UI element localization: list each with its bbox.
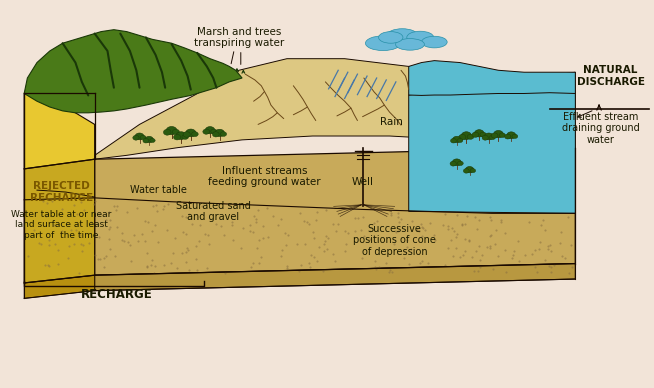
Ellipse shape	[396, 38, 424, 50]
Ellipse shape	[186, 129, 196, 137]
Polygon shape	[24, 30, 242, 113]
Ellipse shape	[215, 129, 224, 137]
Ellipse shape	[166, 126, 177, 135]
Ellipse shape	[461, 132, 472, 140]
Ellipse shape	[192, 132, 198, 137]
Polygon shape	[24, 159, 95, 283]
Ellipse shape	[173, 129, 179, 135]
Text: Rain: Rain	[380, 118, 403, 128]
Polygon shape	[95, 59, 576, 159]
Ellipse shape	[470, 169, 475, 173]
Ellipse shape	[463, 169, 469, 173]
Ellipse shape	[485, 133, 493, 140]
Polygon shape	[95, 147, 576, 275]
Ellipse shape	[176, 132, 186, 140]
Ellipse shape	[133, 135, 139, 140]
Ellipse shape	[472, 132, 479, 137]
Ellipse shape	[489, 135, 495, 140]
Ellipse shape	[494, 130, 503, 138]
Ellipse shape	[145, 136, 153, 143]
Ellipse shape	[507, 132, 516, 139]
Ellipse shape	[466, 166, 473, 173]
Ellipse shape	[379, 32, 403, 43]
Ellipse shape	[453, 136, 461, 143]
Text: Well: Well	[352, 177, 373, 187]
Ellipse shape	[203, 129, 209, 134]
Text: RECHARGE: RECHARGE	[81, 288, 153, 301]
Polygon shape	[24, 275, 95, 298]
Ellipse shape	[182, 134, 188, 139]
Text: Effluent stream
draining ground
water: Effluent stream draining ground water	[562, 112, 640, 145]
Ellipse shape	[211, 129, 217, 134]
Ellipse shape	[457, 139, 463, 142]
Ellipse shape	[512, 134, 518, 139]
Ellipse shape	[451, 139, 456, 143]
Ellipse shape	[164, 129, 171, 135]
Ellipse shape	[482, 135, 489, 140]
Polygon shape	[409, 72, 576, 213]
Ellipse shape	[499, 133, 506, 138]
Ellipse shape	[143, 139, 148, 143]
Ellipse shape	[450, 161, 456, 166]
Text: Water table: Water table	[130, 185, 187, 195]
Ellipse shape	[150, 139, 155, 142]
Text: Influent streams
feeding ground water: Influent streams feeding ground water	[208, 166, 321, 187]
Ellipse shape	[135, 133, 144, 140]
Ellipse shape	[387, 29, 418, 42]
Ellipse shape	[480, 132, 486, 137]
Ellipse shape	[422, 36, 447, 48]
Ellipse shape	[366, 36, 401, 50]
Ellipse shape	[205, 126, 215, 134]
Ellipse shape	[504, 134, 511, 139]
Ellipse shape	[173, 134, 181, 140]
Text: Successive
positions of cone
of depression: Successive positions of cone of depressi…	[353, 224, 436, 257]
Text: Marsh and trees
transpiring water: Marsh and trees transpiring water	[194, 27, 284, 48]
Ellipse shape	[453, 159, 461, 166]
Ellipse shape	[491, 133, 498, 138]
Ellipse shape	[407, 31, 434, 43]
Ellipse shape	[140, 135, 146, 140]
Ellipse shape	[213, 132, 219, 137]
Polygon shape	[409, 61, 576, 95]
Text: Water table at or near
land surface at least
part of  the time: Water table at or near land surface at l…	[11, 210, 112, 240]
Polygon shape	[95, 263, 576, 291]
Ellipse shape	[457, 161, 463, 166]
Text: NATURAL
DISCHARGE: NATURAL DISCHARGE	[577, 65, 645, 87]
Ellipse shape	[183, 132, 190, 137]
Ellipse shape	[458, 134, 466, 140]
Ellipse shape	[220, 132, 226, 137]
Ellipse shape	[474, 130, 484, 137]
Ellipse shape	[467, 134, 474, 139]
Text: REJECTED
RECHARGE: REJECTED RECHARGE	[30, 181, 93, 203]
Text: Saturated sand
and gravel: Saturated sand and gravel	[176, 201, 250, 222]
Polygon shape	[24, 94, 95, 171]
